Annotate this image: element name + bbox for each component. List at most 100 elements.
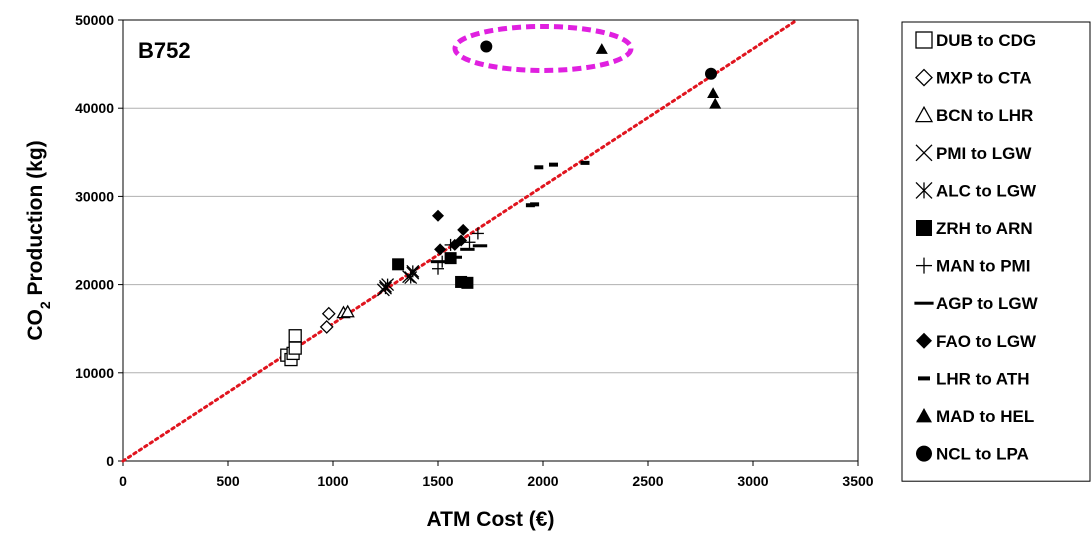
- legend-label: ZRH to ARN: [936, 219, 1033, 238]
- data-point: [321, 306, 336, 321]
- marker-shape: [916, 408, 932, 423]
- x-tick-label: 1000: [317, 473, 348, 489]
- series-mad-to-hel: [595, 43, 722, 109]
- legend-swatch: [914, 105, 934, 123]
- marker-shape: [916, 445, 932, 462]
- marker-shape: [447, 255, 462, 259]
- data-point: [595, 43, 608, 54]
- legend-swatch: [916, 445, 932, 462]
- data-point: [381, 278, 395, 292]
- marker-shape: [430, 260, 446, 264]
- x-tick-label: 0: [119, 473, 127, 489]
- legend-swatch: [916, 257, 932, 274]
- data-point: [447, 255, 462, 259]
- data-point: [461, 276, 474, 289]
- legend-item: LHR to ATH: [918, 369, 1029, 388]
- legend-swatch: [918, 376, 930, 381]
- legend-swatch: [916, 408, 932, 423]
- legend-swatch: [914, 301, 934, 305]
- marker-shape: [321, 306, 336, 321]
- marker-shape: [432, 209, 444, 222]
- legend-label: NCL to LPA: [936, 445, 1029, 464]
- legend-item: MAD to HEL: [916, 407, 1034, 426]
- data-point: [434, 243, 447, 256]
- series-zrh-to-arn: [392, 252, 474, 289]
- marker-shape: [340, 304, 355, 318]
- data-point: [319, 320, 334, 334]
- x-tick-label: 2000: [527, 473, 558, 489]
- legend-swatch: [915, 181, 933, 199]
- data-point: [530, 202, 540, 207]
- x-tick-label: 1500: [422, 473, 453, 489]
- legend-label: ALC to LGW: [936, 181, 1037, 200]
- x-axis-title: ATM Cost (€): [427, 508, 555, 531]
- data-point: [392, 258, 405, 271]
- marker-shape: [480, 40, 493, 53]
- data-point: [288, 341, 302, 355]
- data-point: [480, 40, 493, 53]
- data-point: [430, 260, 446, 264]
- marker-shape: [472, 244, 488, 248]
- marker-shape: [916, 332, 932, 349]
- data-point: [580, 160, 590, 165]
- data-point: [709, 97, 722, 109]
- marker-shape: [915, 31, 933, 49]
- marker-shape: [530, 202, 540, 207]
- marker-shape: [534, 165, 544, 170]
- data-point: [472, 244, 488, 248]
- series-mxp-to-cta: [319, 306, 336, 334]
- series-alc-to-lgw: [379, 264, 420, 295]
- y-tick-label: 50000: [75, 12, 114, 28]
- series-bcn-to-lhr: [336, 304, 355, 319]
- legend-item: MAN to PMI: [916, 257, 1030, 276]
- x-tick-label: 500: [216, 473, 240, 489]
- legend-item: ZRH to ARN: [916, 219, 1033, 238]
- x-tick-label: 3000: [737, 473, 768, 489]
- marker-shape: [549, 162, 558, 167]
- series-fao-to-lgw: [432, 209, 470, 256]
- data-point: [379, 281, 392, 295]
- marker-shape: [915, 68, 933, 87]
- y-axis-title-main: CO: [24, 309, 47, 341]
- data-point: [549, 162, 558, 167]
- data-point: [340, 304, 355, 318]
- data-point: [707, 87, 720, 99]
- legend-item: BCN to LHR: [914, 105, 1033, 125]
- marker-shape: [707, 87, 720, 99]
- series-dub-to-cdg: [280, 329, 302, 367]
- data-point: [432, 262, 444, 275]
- series-ncl-to-lpa: [480, 40, 717, 80]
- marker-shape: [705, 67, 717, 80]
- data-point: [463, 236, 476, 249]
- series-lhr-to-ath: [525, 160, 590, 208]
- legend-swatch: [915, 31, 933, 49]
- marker-shape: [288, 329, 302, 343]
- marker-shape: [455, 234, 468, 247]
- legend-label: PMI to LGW: [936, 144, 1032, 163]
- data-points: [280, 40, 722, 367]
- y-axis-title-rest: Production (kg): [24, 140, 47, 301]
- legend-label: MXP to CTA: [936, 69, 1032, 88]
- marker-shape: [916, 220, 932, 236]
- x-tick-label: 2500: [632, 473, 663, 489]
- legend-item: AGP to LGW: [914, 294, 1039, 313]
- data-point: [288, 329, 302, 343]
- data-point: [455, 234, 468, 247]
- data-point: [471, 227, 484, 240]
- marker-shape: [461, 276, 474, 289]
- legend-swatch: [916, 220, 932, 236]
- legend-item: NCL to LPA: [916, 445, 1029, 464]
- x-tick-label: 3500: [842, 473, 873, 489]
- data-point: [460, 247, 475, 251]
- highlight-ellipse: [452, 23, 634, 73]
- legend-label: FAO to LGW: [936, 332, 1037, 351]
- marker-shape: [914, 301, 934, 305]
- data-point: [457, 223, 470, 236]
- legend-swatch: [915, 68, 933, 87]
- legend-item: DUB to CDG: [915, 31, 1036, 50]
- legend-item: MXP to CTA: [915, 68, 1032, 88]
- legend-label: LHR to ATH: [936, 369, 1029, 388]
- highlight-group: [452, 23, 634, 73]
- data-point: [432, 209, 444, 222]
